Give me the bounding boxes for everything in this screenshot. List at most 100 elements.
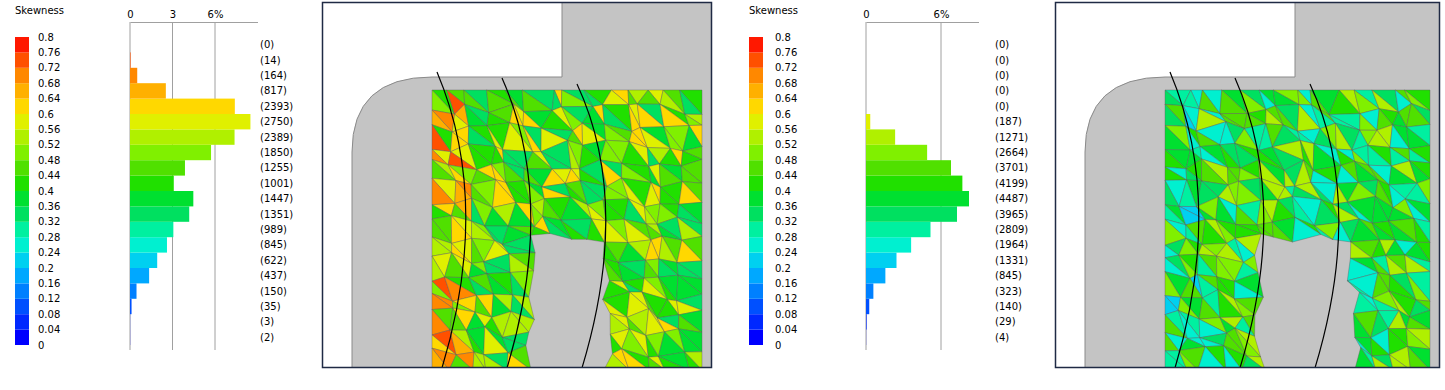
mesh-cell [1236, 206, 1257, 225]
mesh-cell [645, 240, 658, 260]
mesh-cell [622, 142, 649, 167]
mesh-cell [1197, 254, 1216, 277]
mesh-cell [604, 124, 631, 142]
mesh-cell [1406, 329, 1430, 350]
count-label: (1331) [995, 255, 1028, 266]
count-label: (4) [995, 332, 1009, 343]
mesh-cell [523, 112, 541, 129]
mesh-cell [508, 345, 531, 368]
mesh-cell [1390, 125, 1409, 149]
mesh-body [322, 2, 712, 368]
mesh-cell [484, 355, 507, 368]
colorbar-swatch [749, 268, 763, 283]
mesh-cell [1200, 333, 1227, 346]
mesh-cell [637, 104, 664, 127]
mesh-cell [660, 187, 679, 204]
mesh-cell [587, 200, 606, 221]
mesh-cell [604, 124, 629, 142]
mesh-cell [1405, 199, 1430, 222]
bar [130, 206, 189, 221]
mesh-cell [618, 243, 645, 263]
count-label: (2750) [260, 116, 293, 127]
mesh-cell [685, 352, 702, 368]
mesh-cell [664, 127, 683, 151]
mesh-cell [587, 219, 604, 242]
count-label: (150) [260, 286, 287, 297]
bar [866, 37, 867, 52]
bar [866, 83, 867, 98]
colorbar-tick-label: 0.16 [775, 278, 797, 289]
colorbar-swatch [749, 160, 763, 175]
mesh-cell [432, 293, 453, 309]
mesh-cell [681, 159, 702, 183]
colorbar-swatch [15, 129, 29, 144]
mesh-cell [1165, 150, 1186, 169]
x-axis: 06% [863, 9, 979, 23]
mesh-cell [1353, 313, 1370, 337]
mesh-cell [1298, 90, 1312, 105]
count-label: (3) [260, 316, 274, 327]
mesh-cell [1179, 180, 1196, 207]
mesh-cell [628, 90, 637, 105]
bar [866, 330, 867, 345]
mesh-cell [1224, 346, 1242, 368]
mesh-cell [1371, 338, 1390, 356]
tick-label: 0 [127, 9, 133, 20]
mesh-cell [492, 147, 504, 165]
mesh-cell [1408, 346, 1430, 368]
mesh-cell [1165, 167, 1187, 180]
mesh-cell [1298, 90, 1312, 105]
tick-label: 0 [863, 9, 869, 20]
mesh-cell [1201, 159, 1228, 185]
mesh-cell [1314, 226, 1332, 240]
colorbar-tick-label: 0.04 [775, 324, 797, 335]
axis-line [867, 22, 980, 23]
mesh-cell [1414, 218, 1430, 242]
mesh-cell [484, 262, 511, 274]
colorbar-swatch [749, 206, 763, 221]
mesh-cell [658, 259, 678, 277]
mesh-cell [531, 227, 550, 236]
mesh-cells [432, 90, 702, 368]
histogram-panel: Skewness00.040.080.120.160.20.240.280.32… [15, 5, 293, 351]
colorbar-tick-label: 0 [775, 340, 781, 351]
mesh-cell [1405, 255, 1430, 273]
mesh-cell [1333, 222, 1351, 242]
bar [866, 114, 870, 129]
colorbar-swatch [15, 145, 29, 160]
colorbar-swatch [15, 160, 29, 175]
count-labels: (2)(3)(35)(150)(437)(622)(845)(989)(1351… [260, 39, 293, 343]
mesh-cell [523, 126, 541, 152]
mesh-cell [582, 106, 604, 124]
count-label: (35) [260, 301, 281, 312]
colorbar-swatch [749, 283, 763, 298]
mesh-edge [502, 78, 531, 368]
bar [866, 191, 969, 206]
mesh-cell [1360, 114, 1377, 131]
bar [866, 283, 873, 298]
mesh-cell [1198, 347, 1226, 368]
count-label: (1271) [995, 132, 1028, 143]
mesh-cell [1220, 122, 1235, 145]
mesh-cell [1372, 90, 1399, 112]
colorbar-tick-label: 0.6 [38, 109, 54, 120]
colorbar-tick-label: 0.6 [775, 109, 791, 120]
mesh-cell [492, 162, 506, 182]
colorbar-tick-label: 0.68 [775, 78, 797, 89]
count-label: (1964) [995, 239, 1028, 250]
mesh-cell [1409, 149, 1430, 163]
mesh-cell [561, 220, 587, 239]
bar [866, 206, 957, 221]
count-label: (3701) [995, 162, 1028, 173]
count-label: (1447) [260, 193, 293, 204]
colorbar-tick-label: 0.12 [775, 293, 797, 304]
colorbar-tick-label: 0.4 [38, 186, 54, 197]
mesh-cell [1196, 197, 1218, 220]
mesh-cell [1183, 90, 1199, 109]
bar [866, 314, 867, 329]
mesh-cell [1284, 170, 1295, 187]
image-frame [323, 3, 712, 368]
colorbar-tick-label: 0.68 [38, 78, 60, 89]
mesh-cell [1406, 317, 1430, 329]
mesh-cell [1351, 219, 1380, 242]
